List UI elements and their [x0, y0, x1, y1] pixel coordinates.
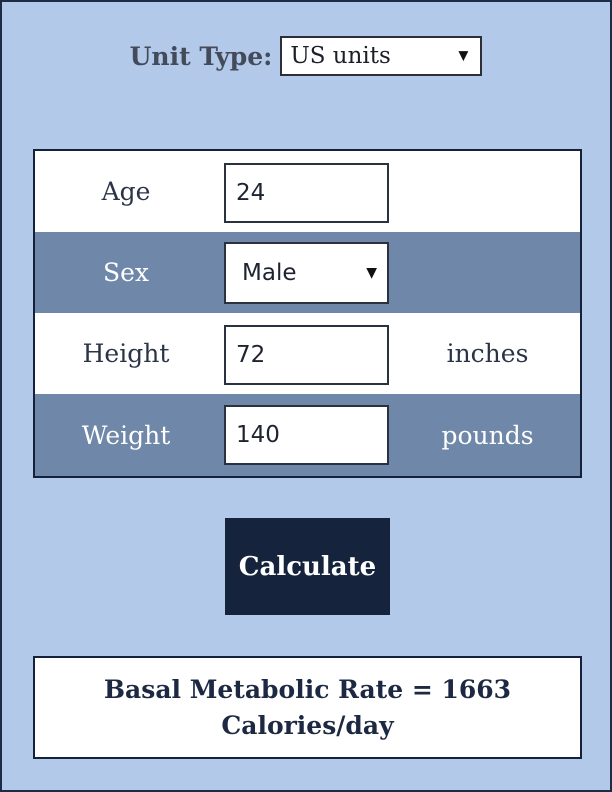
unit-type-label: Unit Type:: [129, 41, 273, 71]
height-row: Height 72 inches: [35, 313, 580, 394]
chevron-down-icon: ▼: [458, 48, 469, 64]
unit-type-select[interactable]: US units ▼: [280, 36, 483, 76]
height-input[interactable]: 72: [224, 325, 389, 385]
result-value: 1663: [441, 674, 512, 704]
age-label: Age: [101, 177, 151, 206]
height-label: Height: [82, 339, 170, 368]
input-form: Age 24 Sex Male ▼ Height 72 inches Weigh…: [33, 149, 582, 478]
age-row: Age 24: [35, 151, 580, 232]
result-line: Basal Metabolic Rate = 1663: [104, 672, 511, 708]
result-box: Basal Metabolic Rate = 1663 Calories/day: [33, 656, 582, 759]
weight-row: Weight 140 pounds: [35, 394, 580, 476]
sex-label: Sex: [102, 258, 150, 287]
weight-input[interactable]: 140: [224, 405, 389, 465]
sex-select[interactable]: Male ▼: [224, 242, 389, 304]
weight-label: Weight: [81, 420, 171, 450]
weight-unit: pounds: [441, 420, 534, 450]
age-input[interactable]: 24: [224, 163, 389, 223]
result-unit: Calories/day: [221, 710, 394, 740]
unit-type-selected: US units: [290, 43, 391, 69]
chevron-down-icon: ▼: [366, 265, 377, 281]
sex-selected: Male: [242, 260, 297, 286]
calculate-button[interactable]: Calculate: [225, 518, 390, 615]
sex-row: Sex Male ▼: [35, 232, 580, 313]
height-unit: inches: [446, 339, 529, 368]
unit-type-row: Unit Type: US units ▼: [2, 36, 610, 76]
result-prefix: Basal Metabolic Rate =: [103, 674, 442, 704]
